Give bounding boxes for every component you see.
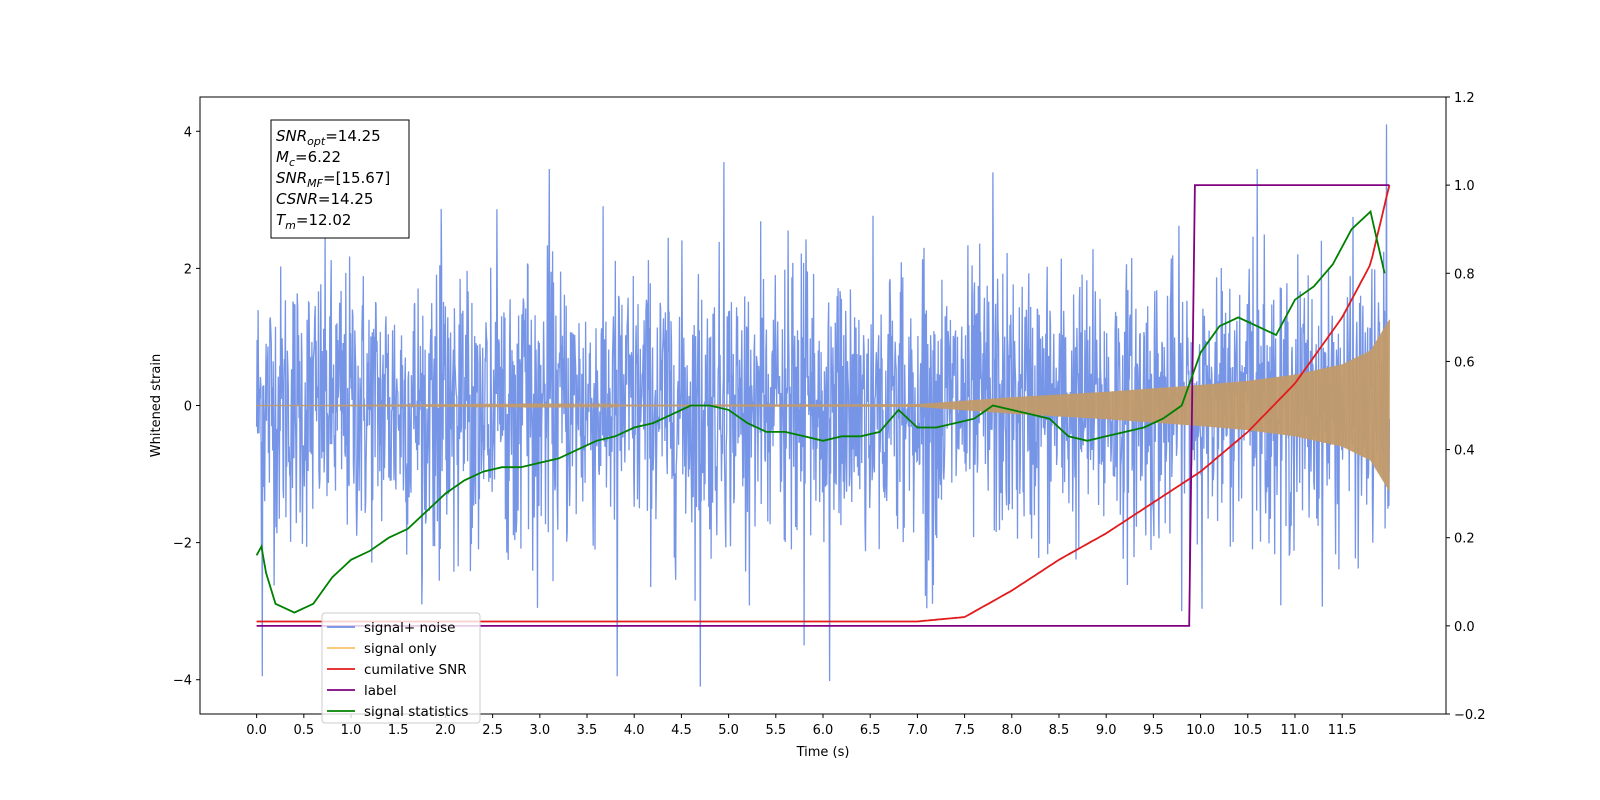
y2-tick-label: 1.2 (1454, 91, 1475, 106)
legend-label: signal+ noise (364, 620, 455, 636)
x-tick-label: 7.0 (907, 723, 928, 738)
annotation-symbol: SNR (276, 169, 307, 187)
x-tick-label: 2.0 (435, 723, 456, 738)
y-tick-label: 4 (184, 125, 192, 140)
x-tick-label: 0.0 (246, 723, 267, 738)
y-tick-label: −4 (173, 674, 192, 689)
y2-tick-label: 0.8 (1454, 267, 1475, 282)
x-tick-label: 2.5 (482, 723, 503, 738)
x-tick-label: 1.5 (388, 723, 409, 738)
x-tick-label: 4.5 (671, 723, 692, 738)
annotation-line: CSNR=14.25 (276, 190, 373, 208)
x-tick-label: 4.0 (624, 723, 645, 738)
legend-label: signal only (364, 641, 437, 657)
annotation-line: SNRopt=14.25 (276, 127, 381, 148)
annotation-value: =6.22 (295, 148, 341, 166)
y-tick-label: 0 (184, 400, 192, 415)
annotation-box: SNRopt=14.25Mc=6.22SNRMF=[15.67]CSNR=14.… (271, 120, 409, 238)
annotation-line: Mc=6.22 (276, 148, 341, 169)
y2-tick-label: 0.6 (1454, 355, 1475, 370)
y-axis-title: Whitened strain (149, 354, 164, 457)
y-tick-label: −2 (173, 537, 192, 552)
x-axis-title: Time (s) (796, 745, 850, 760)
y2-tick-label: −0.2 (1454, 708, 1486, 723)
x-tick-label: 3.0 (529, 723, 550, 738)
x-tick-label: 6.0 (813, 723, 834, 738)
legend-label: cumilative SNR (364, 662, 467, 678)
annotation-subscript: m (285, 219, 296, 232)
annotation-subscript: opt (307, 135, 326, 148)
x-tick-label: 9.0 (1096, 723, 1117, 738)
x-tick-label: 0.5 (293, 723, 314, 738)
x-tick-label: 11.0 (1280, 723, 1309, 738)
annotation-value: =12.02 (296, 211, 352, 229)
y-axis-left: 4 2 0 −2 −4 (173, 125, 200, 688)
x-tick-label: 7.5 (954, 723, 975, 738)
legend-label: signal statistics (364, 704, 468, 720)
x-tick-label: 1.0 (341, 723, 362, 738)
x-tick-label: 10.0 (1186, 723, 1215, 738)
y2-tick-label: 0.0 (1454, 620, 1475, 635)
x-tick-label: 11.5 (1328, 723, 1357, 738)
x-tick-label: 8.0 (1001, 723, 1022, 738)
x-tick-label: 6.5 (860, 723, 881, 738)
x-tick-label: 9.5 (1143, 723, 1164, 738)
y2-tick-label: 0.2 (1454, 532, 1475, 547)
x-tick-label: 5.0 (718, 723, 739, 738)
x-tick-label: 5.5 (765, 723, 786, 738)
annotation-value: =14.25 (325, 127, 381, 145)
x-tick-label: 10.5 (1233, 723, 1262, 738)
y-axis-right: 1.2 1.0 0.8 0.6 0.4 0.2 0.0 −0.2 (1446, 91, 1486, 723)
annotation-value: =14.25 (318, 190, 374, 208)
y-tick-label: 2 (184, 262, 192, 277)
legend: signal+ noise signal only cumilative SNR la… (322, 613, 480, 723)
y2-tick-label: 1.0 (1454, 179, 1475, 194)
annotation-value: =[15.67] (323, 169, 390, 187)
x-tick-label: 3.5 (577, 723, 598, 738)
annotation-symbol: M (276, 148, 289, 166)
annotation-subscript: MF (307, 177, 323, 190)
annotation-line: SNRMF=[15.67] (276, 169, 390, 190)
x-tick-label: 8.5 (1049, 723, 1070, 738)
annotation-symbol: SNR (276, 127, 307, 145)
y2-tick-label: 0.4 (1454, 444, 1475, 459)
legend-label: label (364, 683, 397, 699)
annotation-symbol: CSNR (276, 190, 318, 208)
